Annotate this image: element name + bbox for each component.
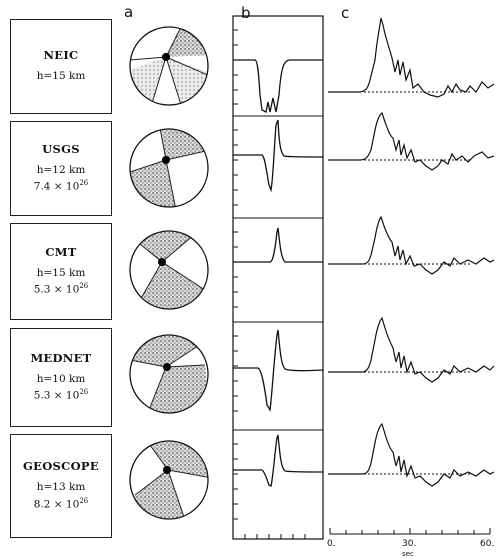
solution-box-cmt: CMT h=15 km 5.3 × 1026 xyxy=(10,223,112,320)
waveform-trace-usgs xyxy=(328,112,495,171)
moment-rate-trace-cmt xyxy=(233,227,323,263)
moment-rate-trace-neic xyxy=(233,59,323,113)
solution-box-neic: NEIC h=15 km xyxy=(10,19,112,114)
moment-label: 7.4 × 1026 xyxy=(33,179,89,193)
moment-label: 5.3 × 1026 xyxy=(33,388,89,402)
waveform-trace-geoscope xyxy=(328,422,495,487)
solution-box-usgs: USGS h=12 km 7.4 × 1026 xyxy=(10,121,112,216)
left-ticks xyxy=(233,29,238,520)
focal-mechanism-mednet xyxy=(129,334,209,414)
agency-name: USGS xyxy=(42,141,80,156)
solution-box-geoscope: GEOSCOPE h=13 km 8.2 × 1026 xyxy=(10,434,112,538)
agency-name: MEDNET xyxy=(30,350,92,365)
panel-label-a: a xyxy=(124,3,134,21)
time-tick-0: 0. xyxy=(327,539,336,549)
focal-mechanism-neic xyxy=(129,26,209,106)
time-tick-60: 60. xyxy=(480,539,494,549)
moment-label: 5.3 × 1026 xyxy=(33,282,89,296)
time-axis-labels: 0. 30. 60. sec xyxy=(327,539,494,558)
waveform-trace-mednet xyxy=(328,316,495,383)
focal-mechanism-cmt xyxy=(129,230,209,310)
moment-label: 8.2 × 1026 xyxy=(33,496,89,511)
solution-box-mednet: MEDNET h=10 km 5.3 × 1026 xyxy=(10,328,112,427)
panel-label-c: c xyxy=(341,4,350,22)
depth-label: h=10 km xyxy=(36,372,86,385)
bottom-ticks xyxy=(244,534,306,539)
depth-label: h=12 km xyxy=(36,163,86,176)
agency-name: CMT xyxy=(45,244,77,259)
depth-label: h=15 km xyxy=(36,266,86,279)
depth-label: h=13 km xyxy=(36,481,86,494)
time-axis xyxy=(329,528,491,535)
waveform-trace-neic xyxy=(328,17,495,98)
agency-name: GEOSCOPE xyxy=(23,459,99,474)
waveform-panel xyxy=(328,17,495,535)
moment-rate-trace-usgs xyxy=(233,119,324,193)
time-tick-30: 30. xyxy=(402,539,416,549)
moment-rate-trace-geoscope xyxy=(233,434,324,487)
depth-label: h=15 km xyxy=(36,70,86,83)
waveform-trace-cmt xyxy=(328,215,495,275)
agency-name: NEIC xyxy=(43,48,79,63)
panel-label-b: b xyxy=(241,4,251,22)
focal-mechanism-usgs xyxy=(129,128,209,208)
focal-mechanism-geoscope xyxy=(129,440,209,520)
time-axis-unit: sec xyxy=(402,550,414,558)
moment-rate-panel xyxy=(232,15,324,540)
moment-rate-trace-mednet xyxy=(233,329,324,412)
